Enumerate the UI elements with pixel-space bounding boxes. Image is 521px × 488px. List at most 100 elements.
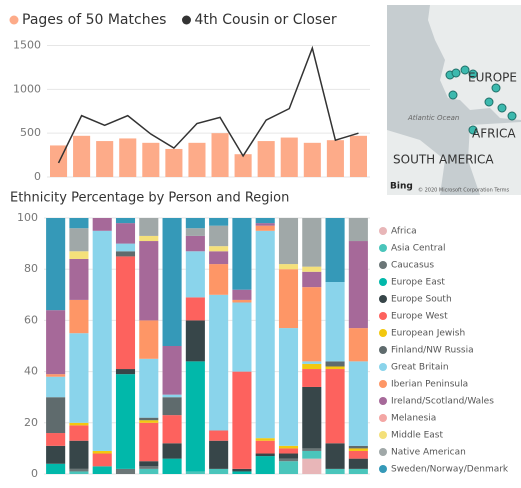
legend-label: Native American <box>391 448 466 458</box>
y-tick-label: 0 <box>31 467 38 480</box>
legend-label: Caucasus <box>391 261 434 271</box>
legend-marker <box>9 15 19 25</box>
map-dot <box>507 111 517 121</box>
bar-segment <box>348 448 368 451</box>
bar-segment <box>232 289 252 300</box>
legend-marker <box>379 329 387 337</box>
bar-segment <box>92 230 112 451</box>
bar-segment <box>69 425 89 441</box>
bar-segment <box>209 440 229 469</box>
bar-segment <box>348 361 368 446</box>
legend-label: 4th Cousin or Closer <box>194 12 336 28</box>
legend-label: Ireland/Scotland/Wales <box>391 397 494 407</box>
legend-label: Pages of 50 Matches <box>22 12 166 28</box>
map-label: SOUTH AMERICA <box>393 153 494 167</box>
bar-segment <box>185 320 205 362</box>
bar-segment <box>302 458 322 474</box>
bar-segment <box>232 218 252 290</box>
bar-segment <box>278 218 299 265</box>
bar-segment <box>348 328 368 362</box>
bar-segment <box>348 218 368 242</box>
bar-segment <box>115 468 136 474</box>
legend-label: Europe South <box>391 295 452 305</box>
bar-segment <box>232 471 252 474</box>
bar-segment <box>209 225 229 247</box>
bar-segment <box>139 417 159 421</box>
bar-segment <box>209 218 229 226</box>
bar-segment <box>139 320 159 359</box>
bar-segment <box>325 443 345 469</box>
bar-segment <box>185 251 205 298</box>
bar-segment <box>232 371 252 469</box>
bar <box>349 135 368 177</box>
bar-segment <box>302 287 322 362</box>
legend-marker <box>379 261 387 269</box>
bar-segment <box>46 397 66 434</box>
bar-segment <box>348 468 368 474</box>
bar-segment <box>185 361 205 472</box>
map-label: Atlantic Ocean <box>407 114 459 122</box>
y-tick-label: 20 <box>24 416 38 429</box>
bar-segment <box>255 453 275 457</box>
bar-segment <box>115 369 136 375</box>
bar-segment <box>139 466 159 469</box>
bar-segment <box>255 218 275 224</box>
bar-segment <box>185 228 205 236</box>
bar-segment <box>162 346 182 395</box>
bar-segment <box>302 450 322 459</box>
bar-segment <box>209 468 229 474</box>
bar-segment <box>46 445 66 464</box>
bar-segment <box>92 466 112 474</box>
bar-segment <box>302 361 322 364</box>
bar-segment <box>69 333 89 423</box>
bar <box>188 142 206 177</box>
bar-segment <box>278 461 299 474</box>
bar-segment <box>69 422 89 426</box>
map-land <box>387 130 445 195</box>
legend-marker <box>379 380 387 388</box>
legend-label: Melanesia <box>391 414 436 424</box>
legend-marker <box>379 295 387 303</box>
bar-segment <box>348 458 368 469</box>
legend-label: European Jewish <box>391 329 465 339</box>
bar-segment <box>46 218 66 311</box>
bar <box>326 140 344 177</box>
bar-segment <box>92 450 112 454</box>
legend-label: Europe West <box>391 312 448 322</box>
bar-segment <box>162 394 182 398</box>
bar-segment <box>115 218 136 224</box>
legend-marker <box>379 363 387 371</box>
bar-segment <box>209 294 229 431</box>
bar-segment <box>115 223 136 244</box>
bar-segment <box>69 228 89 252</box>
bar-segment <box>209 246 229 252</box>
legend-label: Africa <box>391 227 417 237</box>
bar-segment <box>46 376 66 398</box>
map-dot <box>497 103 507 113</box>
bar <box>211 133 229 177</box>
y-tick-label: 500 <box>20 126 41 139</box>
bar-segment <box>255 456 275 474</box>
bar-segment <box>255 440 275 454</box>
bar <box>280 137 298 177</box>
legend-label: Finland/NW Russia <box>391 346 474 356</box>
bar-segment <box>255 438 275 441</box>
map-dot <box>460 65 470 75</box>
bar-segment <box>302 386 322 449</box>
bar-segment <box>46 463 66 474</box>
map-label: EUROPE <box>468 71 517 85</box>
bar-segment <box>232 468 252 472</box>
bar-segment <box>278 453 299 459</box>
bar-segment <box>255 230 275 439</box>
legend-label: Iberian Peninsula <box>391 380 468 390</box>
bar-segment <box>46 310 66 375</box>
legend-marker <box>379 448 387 456</box>
map-dot <box>484 97 494 107</box>
map-label: AFRICA <box>472 127 516 141</box>
bar-segment <box>185 297 205 321</box>
bar-segment <box>115 243 136 252</box>
y-tick-label: 100 <box>17 211 38 224</box>
bar-segment <box>46 374 66 377</box>
bar-segment <box>209 251 229 265</box>
legend-label: Great Britain <box>391 363 449 373</box>
